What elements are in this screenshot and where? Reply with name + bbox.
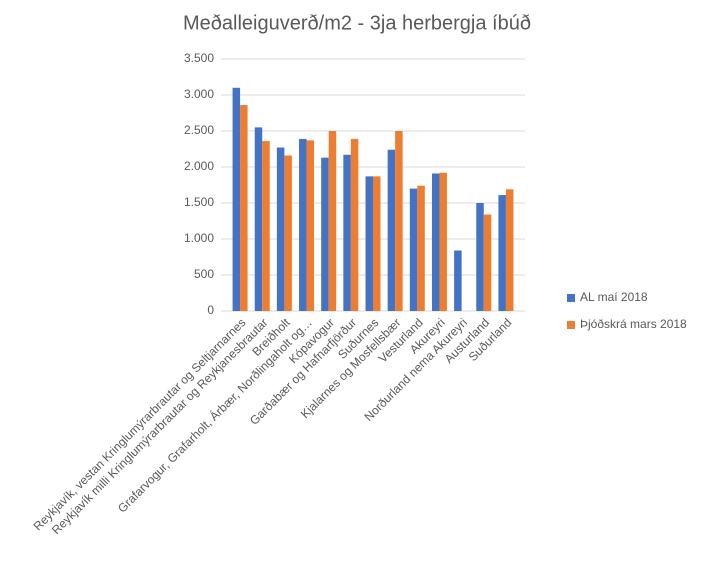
bar [373, 176, 381, 311]
bar [454, 250, 462, 311]
y-tick-label: 3.000 [184, 87, 214, 101]
bar [431, 173, 440, 311]
y-tick-label: 2.000 [184, 159, 214, 173]
bar [498, 195, 506, 311]
legend-swatch [567, 321, 575, 329]
legend-label: AL maí 2018 [580, 290, 648, 304]
bar [306, 140, 315, 311]
y-tick-label: 0 [207, 303, 214, 317]
bar [395, 131, 403, 311]
legend-label: Þjóðskrá mars 2018 [580, 317, 687, 331]
bar [328, 131, 337, 311]
bar [232, 87, 241, 311]
bar [476, 203, 484, 311]
bar [417, 185, 425, 311]
y-tick-label: 3.500 [184, 51, 214, 65]
x-tick-label: Reykjavík milli Kringlumýrarbrautar og R… [49, 315, 271, 537]
y-tick-label: 1.000 [184, 231, 214, 245]
bar [343, 154, 351, 311]
bar [240, 105, 248, 311]
bar [439, 172, 447, 311]
bar [276, 147, 285, 311]
bar [254, 127, 263, 312]
bar [483, 214, 492, 311]
bar [409, 188, 418, 311]
y-tick-label: 1.500 [184, 195, 214, 209]
bar [387, 149, 396, 311]
bar [299, 138, 307, 311]
bar [262, 141, 270, 311]
bar [321, 157, 329, 311]
legend-swatch [567, 294, 575, 302]
y-tick-label: 500 [194, 267, 214, 281]
y-tick-label: 2.500 [184, 123, 214, 137]
bar [284, 155, 292, 311]
bar [350, 138, 359, 311]
chart-title: Meðalleiguverð/m2 - 3ja herbergja íbúð [183, 12, 531, 34]
bar [505, 189, 514, 311]
bar [365, 176, 373, 311]
